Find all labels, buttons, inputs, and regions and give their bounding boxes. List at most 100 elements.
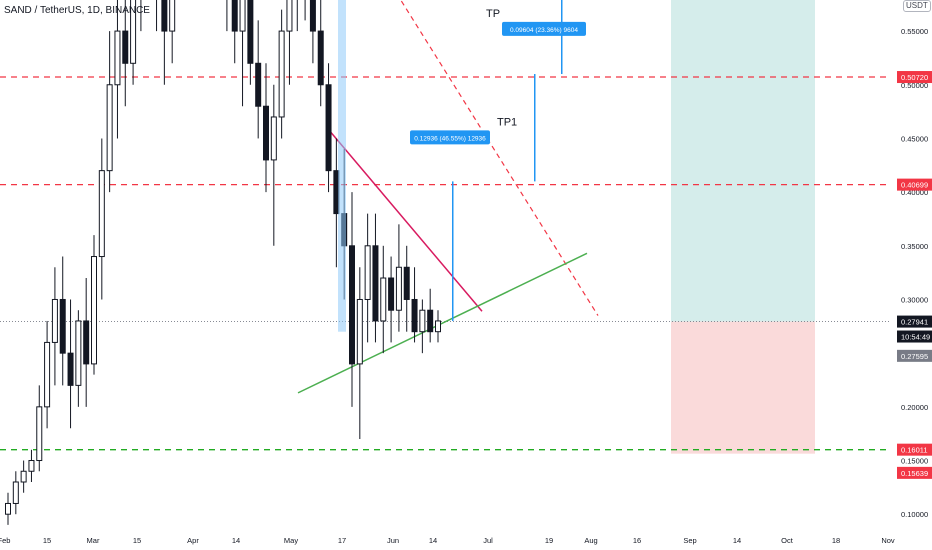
measure-box-4 bbox=[410, 130, 490, 145]
x-tick-4: Apr bbox=[187, 536, 199, 545]
candle-body-29 bbox=[231, 0, 238, 32]
price-badge-5 bbox=[897, 315, 932, 328]
symbol-title: SAND / TetherUS, 1D, BINANCE bbox=[4, 5, 150, 16]
y-tick-19: 0.10000 bbox=[901, 510, 928, 519]
price-badge-9 bbox=[897, 466, 932, 479]
price-badge-label-4: 0.40699 bbox=[901, 181, 928, 190]
candle-body-35 bbox=[278, 30, 285, 118]
candle-body-31 bbox=[247, 0, 254, 64]
tp-label-3: TP1 bbox=[497, 116, 517, 128]
price-axis-bg bbox=[890, 0, 932, 531]
y-tick-14: 0.35000 bbox=[901, 242, 928, 251]
stop-zone bbox=[671, 321, 815, 454]
time-axis-bg bbox=[0, 531, 932, 550]
measure-box-3 bbox=[502, 21, 586, 36]
candle-body-47 bbox=[372, 245, 379, 322]
candle-body-5 bbox=[44, 341, 51, 408]
price-axis: 1.050001.000000.950000.900000.850000.800… bbox=[890, 0, 932, 531]
candle-body-46 bbox=[364, 245, 371, 300]
candle-body-13 bbox=[106, 84, 113, 172]
y-tick-13: 0.40000 bbox=[901, 188, 928, 197]
price-badge-label-5: 0.27941 bbox=[901, 318, 928, 327]
price-badge-7 bbox=[897, 349, 932, 362]
x-tick-2: Mar bbox=[87, 536, 100, 545]
candle-body-39 bbox=[309, 0, 316, 32]
price-badge-label-9: 0.15639 bbox=[901, 469, 928, 478]
candle-body-12 bbox=[98, 170, 105, 258]
candle-body-2 bbox=[20, 470, 27, 483]
profit-zone bbox=[671, 0, 815, 322]
x-tick-15: 14 bbox=[733, 536, 741, 545]
tp-label-2: TP bbox=[486, 8, 500, 20]
candle-body-32 bbox=[255, 62, 262, 107]
candle-body-50 bbox=[395, 266, 402, 311]
triangle-upper-line bbox=[326, 127, 483, 312]
candle-body-40 bbox=[317, 30, 324, 86]
candle-body-48 bbox=[380, 277, 387, 322]
candle-body-6 bbox=[51, 298, 58, 343]
x-tick-9: 14 bbox=[429, 536, 437, 545]
y-tick-15: 0.30000 bbox=[901, 295, 928, 304]
price-badge-label-8: 0.16011 bbox=[901, 446, 928, 455]
candles-layer bbox=[5, 0, 441, 525]
candle-body-16 bbox=[130, 0, 137, 64]
candle-body-30 bbox=[239, 0, 246, 32]
candle-body-55 bbox=[435, 320, 441, 333]
x-tick-14: Sep bbox=[683, 536, 696, 545]
price-badge-label-6: 10:54:49 bbox=[901, 333, 930, 342]
measure-label-3: 0.09604 (23.36%) 9604 bbox=[510, 27, 578, 34]
currency-badge[interactable]: USDT bbox=[903, 0, 931, 12]
candle-body-54 bbox=[427, 309, 434, 333]
price-badge-label-3: 0.50720 bbox=[901, 73, 928, 82]
candle-body-49 bbox=[388, 277, 395, 311]
candle-body-44 bbox=[349, 245, 355, 365]
y-tick-10: 0.55000 bbox=[901, 27, 928, 36]
y-tick-11: 0.50000 bbox=[901, 81, 928, 90]
candle-body-52 bbox=[411, 298, 418, 333]
x-tick-0: Feb bbox=[0, 536, 10, 545]
candle-body-20 bbox=[161, 0, 168, 32]
candle-body-10 bbox=[83, 320, 90, 365]
measure-bar-3 bbox=[534, 74, 536, 182]
candle-body-11 bbox=[91, 256, 97, 365]
x-tick-8: Jun bbox=[387, 536, 399, 545]
x-tick-7: 17 bbox=[338, 536, 346, 545]
candle-body-7 bbox=[59, 298, 66, 354]
candle-body-1 bbox=[12, 481, 19, 504]
x-tick-11: 19 bbox=[545, 536, 553, 545]
candle-body-34 bbox=[270, 116, 277, 161]
candle-body-4 bbox=[36, 406, 43, 462]
candle-body-51 bbox=[403, 266, 410, 300]
measure-bar-0 bbox=[338, 0, 346, 332]
candle-body-45 bbox=[356, 298, 363, 365]
price-badge-8 bbox=[897, 443, 932, 456]
y-tick-12: 0.45000 bbox=[901, 134, 928, 143]
measure-bar-2 bbox=[561, 0, 563, 75]
x-tick-6: May bbox=[284, 536, 298, 545]
candle-body-33 bbox=[263, 105, 269, 161]
x-tick-12: Aug bbox=[584, 536, 597, 545]
candle-body-41 bbox=[325, 84, 332, 172]
x-tick-18: Nov bbox=[881, 536, 895, 545]
candle-body-3 bbox=[28, 460, 35, 472]
time-axis: Feb 15 Mar 15 Apr 14 May 17 Jun 14 Jul 19 Aug 16 Sep 14… bbox=[0, 531, 932, 550]
y-tick-18: 0.15000 bbox=[901, 457, 928, 466]
price-badge-6 bbox=[897, 330, 932, 343]
y-tick-17: 0.20000 bbox=[901, 403, 928, 412]
measure-bar-4 bbox=[452, 181, 454, 321]
position-zones-layer bbox=[671, 0, 815, 454]
x-tick-1: 15 bbox=[43, 536, 51, 545]
x-tick-17: 18 bbox=[832, 536, 840, 545]
candle-body-8 bbox=[67, 352, 74, 386]
candle-body-21 bbox=[169, 0, 176, 32]
candle-body-0 bbox=[5, 502, 11, 515]
price-badge-label-7: 0.27595 bbox=[901, 352, 928, 361]
candle-body-14 bbox=[114, 30, 121, 86]
candle-body-53 bbox=[419, 309, 426, 333]
x-tick-3: 15 bbox=[133, 536, 141, 545]
x-tick-5: 14 bbox=[232, 536, 240, 545]
x-tick-16: Oct bbox=[781, 536, 794, 545]
price-badge-4 bbox=[897, 178, 932, 191]
measure-label-4: 0.12936 (46.55%) 12936 bbox=[414, 135, 486, 142]
